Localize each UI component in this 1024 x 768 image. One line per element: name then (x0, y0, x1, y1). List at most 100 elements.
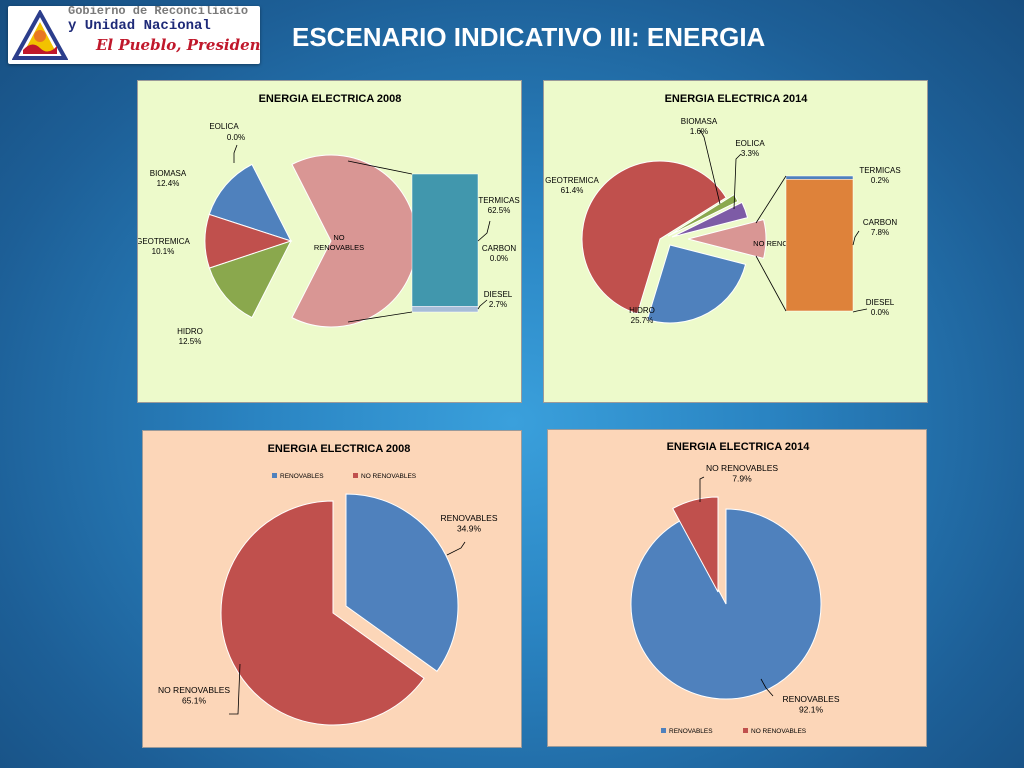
no-renovables-label-line1: NO (333, 233, 344, 242)
geotremica-name-label: GEOTREMICA (545, 176, 599, 185)
no-renovables-name-label: NO RENOVABLES (706, 463, 778, 473)
renovables-name-label: RENOVABLES (782, 694, 839, 704)
diesel-leader-line (477, 299, 488, 310)
slice-biomasa (208, 240, 292, 319)
no-renovables-name-label: NO RENOVABLES (753, 239, 817, 248)
chart-title: ENERGIA ELECTRICA 2014 (667, 441, 811, 453)
geotremica-name-label: GEOTREMICA (138, 237, 191, 246)
eolica-leader-line (733, 153, 742, 210)
chart-2014-summary: ENERGIA ELECTRICA 2014 NO RENOVABLES 7.9%… (547, 429, 927, 747)
page-title: ESCENARIO INDICATIVO III: ENERGIA (292, 22, 766, 52)
legend-swatch-renovables (272, 473, 277, 478)
bar-segment-carbon (785, 179, 854, 312)
geotremica-value-label: 10.1% (152, 247, 175, 256)
carbon-leader-line (852, 230, 860, 246)
carbon-name-label: CARBON (863, 218, 897, 227)
eolica-value-label: 0.0% (227, 133, 245, 142)
slice-biomasa (667, 193, 739, 237)
termicas-name-label: TERMICAS (859, 166, 900, 175)
chart-2008-detail-svg: ENERGIA ELECTRICA 2008 EOLICA 0.0% BIOMASA… (138, 93, 520, 346)
slice-no-renovables (291, 154, 418, 328)
hidro-value-label: 25.7% (631, 316, 654, 325)
connector-line-top (347, 160, 413, 175)
diesel-value-label: 2.7% (489, 300, 507, 309)
government-logo: Gobierno de Reconciliacio y Unidad Nacio… (8, 6, 260, 64)
diesel-value-label: 0.0% (871, 308, 889, 317)
eolica-leader-line (233, 144, 238, 163)
hidro-name-label: HIDRO (177, 327, 203, 336)
carbon-value-label: 0.0% (490, 254, 508, 263)
legend-swatch-no-renovables (353, 473, 358, 478)
logo-text-line2: y Unidad Nacional (68, 18, 211, 34)
slice-no-renovables (220, 500, 425, 726)
renovables-value-label: 92.1% (799, 705, 824, 715)
biomasa-leader-line (699, 129, 721, 205)
biomasa-name-label: BIOMASA (681, 117, 718, 126)
slice-renovables (345, 493, 459, 672)
diesel-name-label: DIESEL (866, 298, 895, 307)
diesel-name-label: DIESEL (484, 290, 513, 299)
no-renovables-leader-line (229, 663, 241, 715)
renovables-leader-line (760, 678, 774, 697)
connector-line-top (755, 175, 787, 224)
slice-hidro (646, 244, 747, 324)
legend-swatch-renovables (661, 728, 666, 733)
legend-label-no-renovables: NO RENOVABLES (751, 728, 807, 735)
bar-segment-diesel (411, 306, 479, 313)
connector-line-bottom (755, 255, 787, 312)
biomasa-name-label: BIOMASA (150, 169, 187, 178)
no-renovables-leader-line (699, 476, 705, 502)
renovables-value-label: 34.9% (457, 524, 482, 534)
slice-eolica (671, 201, 749, 238)
slice-geotremica (581, 160, 727, 315)
termicas-leader-line (477, 220, 491, 242)
legend-label-no-renovables: NO RENOVABLES (361, 473, 417, 480)
chart-2014-detail: ENERGIA ELECTRICA 2014 GEOTREMICA 61.4% BI… (543, 80, 928, 403)
slice-no-renovables (672, 496, 719, 593)
chart-2008-summary-svg: ENERGIA ELECTRICA 2008 RENOVABLES NO RENO… (158, 443, 498, 726)
no-renovables-value-label: 65.1% (182, 696, 207, 706)
diesel-leader-line (852, 308, 868, 313)
termicas-value-label: 0.2% (871, 176, 889, 185)
chart-2008-detail: ENERGIA ELECTRICA 2008 EOLICA 0.0% BIOMASA… (137, 80, 522, 403)
slice-hidro (208, 163, 292, 242)
chart-2014-summary-plot: NO RENOVABLES7.9%RENOVABLES92.1%RENOVABL… (630, 463, 840, 735)
renovables-name-label: RENOVABLES (440, 513, 497, 523)
chart-2008-summary: ENERGIA ELECTRICA 2008 RENOVABLES NO RENO… (142, 430, 522, 748)
chart-title: ENERGIA ELECTRICA 2008 (259, 93, 402, 105)
eolica-name-label: EOLICA (735, 139, 765, 148)
carbon-value-label: 7.8% (871, 228, 889, 237)
termicas-value-label: 62.5% (488, 206, 511, 215)
chart-2008-summary-plot: RENOVABLES NO RENOVABLESRENOVABLES34.9%NO… (158, 473, 498, 726)
chart-2014-summary-svg: ENERGIA ELECTRICA 2014 NO RENOVABLES7.9%… (630, 441, 840, 735)
legend-label-renovables: RENOVABLES (280, 473, 324, 480)
connector-line-bottom (347, 311, 413, 323)
geotremica-value-label: 61.4% (561, 186, 584, 195)
eolica-name-label: EOLICA (209, 122, 239, 131)
bar-segment-termicas (785, 175, 854, 180)
no-renovables-value-label: 7.9% (732, 474, 752, 484)
chart-title: ENERGIA ELECTRICA 2008 (268, 443, 411, 455)
logo-text-line1: Gobierno de Reconciliacio (68, 6, 249, 18)
renovables-leader-line (446, 541, 466, 556)
legend-label-renovables: RENOVABLES (669, 728, 713, 735)
triangle-emblem-icon (12, 10, 68, 60)
biomasa-value-label: 12.4% (157, 179, 180, 188)
eolica-value-label: 3.3% (741, 149, 759, 158)
logo-slogan: El Pueblo, Presidente! (96, 36, 260, 54)
slice-renovables (630, 508, 822, 700)
hidro-name-label: HIDRO (629, 306, 655, 315)
no-renovables-name-label: NO RENOVABLES (158, 685, 230, 695)
termicas-name-label: TERMICAS (478, 196, 519, 205)
hidro-value-label: 12.5% (179, 337, 202, 346)
legend-swatch-no-renovables (743, 728, 748, 733)
bar-segment-termicas (411, 173, 479, 307)
carbon-name-label: CARBON (482, 244, 516, 253)
biomasa-value-label: 1.6% (690, 127, 708, 136)
slice-no-renovables (687, 218, 767, 260)
no-renovables-label-line2: RENOVABLES (314, 243, 364, 252)
chart-title: ENERGIA ELECTRICA 2014 (665, 93, 809, 105)
